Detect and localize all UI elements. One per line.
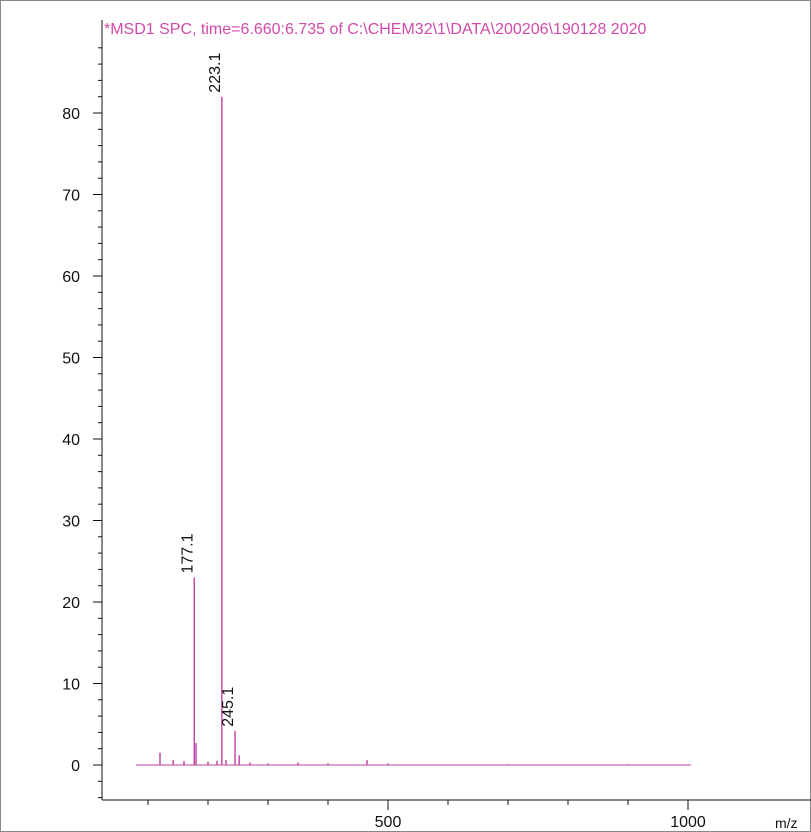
y-tick-label: 50 xyxy=(62,351,80,368)
peak-labels: 177.1 223.1 245.1 xyxy=(179,53,237,727)
y-tick-label: 20 xyxy=(62,595,80,612)
peak-label: 177.1 xyxy=(179,533,196,573)
peak-label: 223.1 xyxy=(207,53,224,93)
peak-label: 245.1 xyxy=(220,687,237,727)
y-tick-label: 40 xyxy=(62,432,80,449)
spectrum-bars xyxy=(159,96,689,765)
y-tick-label: 30 xyxy=(62,514,80,531)
x-unit-label: m/z xyxy=(775,815,798,831)
x-tick-label: 500 xyxy=(375,814,402,831)
y-tick-label: 0 xyxy=(71,758,80,775)
chart-title: *MSD1 SPC, time=6.660:6.735 of C:\CHEM32… xyxy=(104,21,646,38)
x-tick-label: 1000 xyxy=(670,814,706,831)
y-tick-label: 60 xyxy=(62,269,80,286)
y-tick-label: 80 xyxy=(62,106,80,123)
y-tick-label: 10 xyxy=(62,677,80,694)
y-tick-label: 70 xyxy=(62,188,80,205)
axes: 0 10 20 30 40 50 60 70 80 500 1000 xyxy=(62,20,811,831)
